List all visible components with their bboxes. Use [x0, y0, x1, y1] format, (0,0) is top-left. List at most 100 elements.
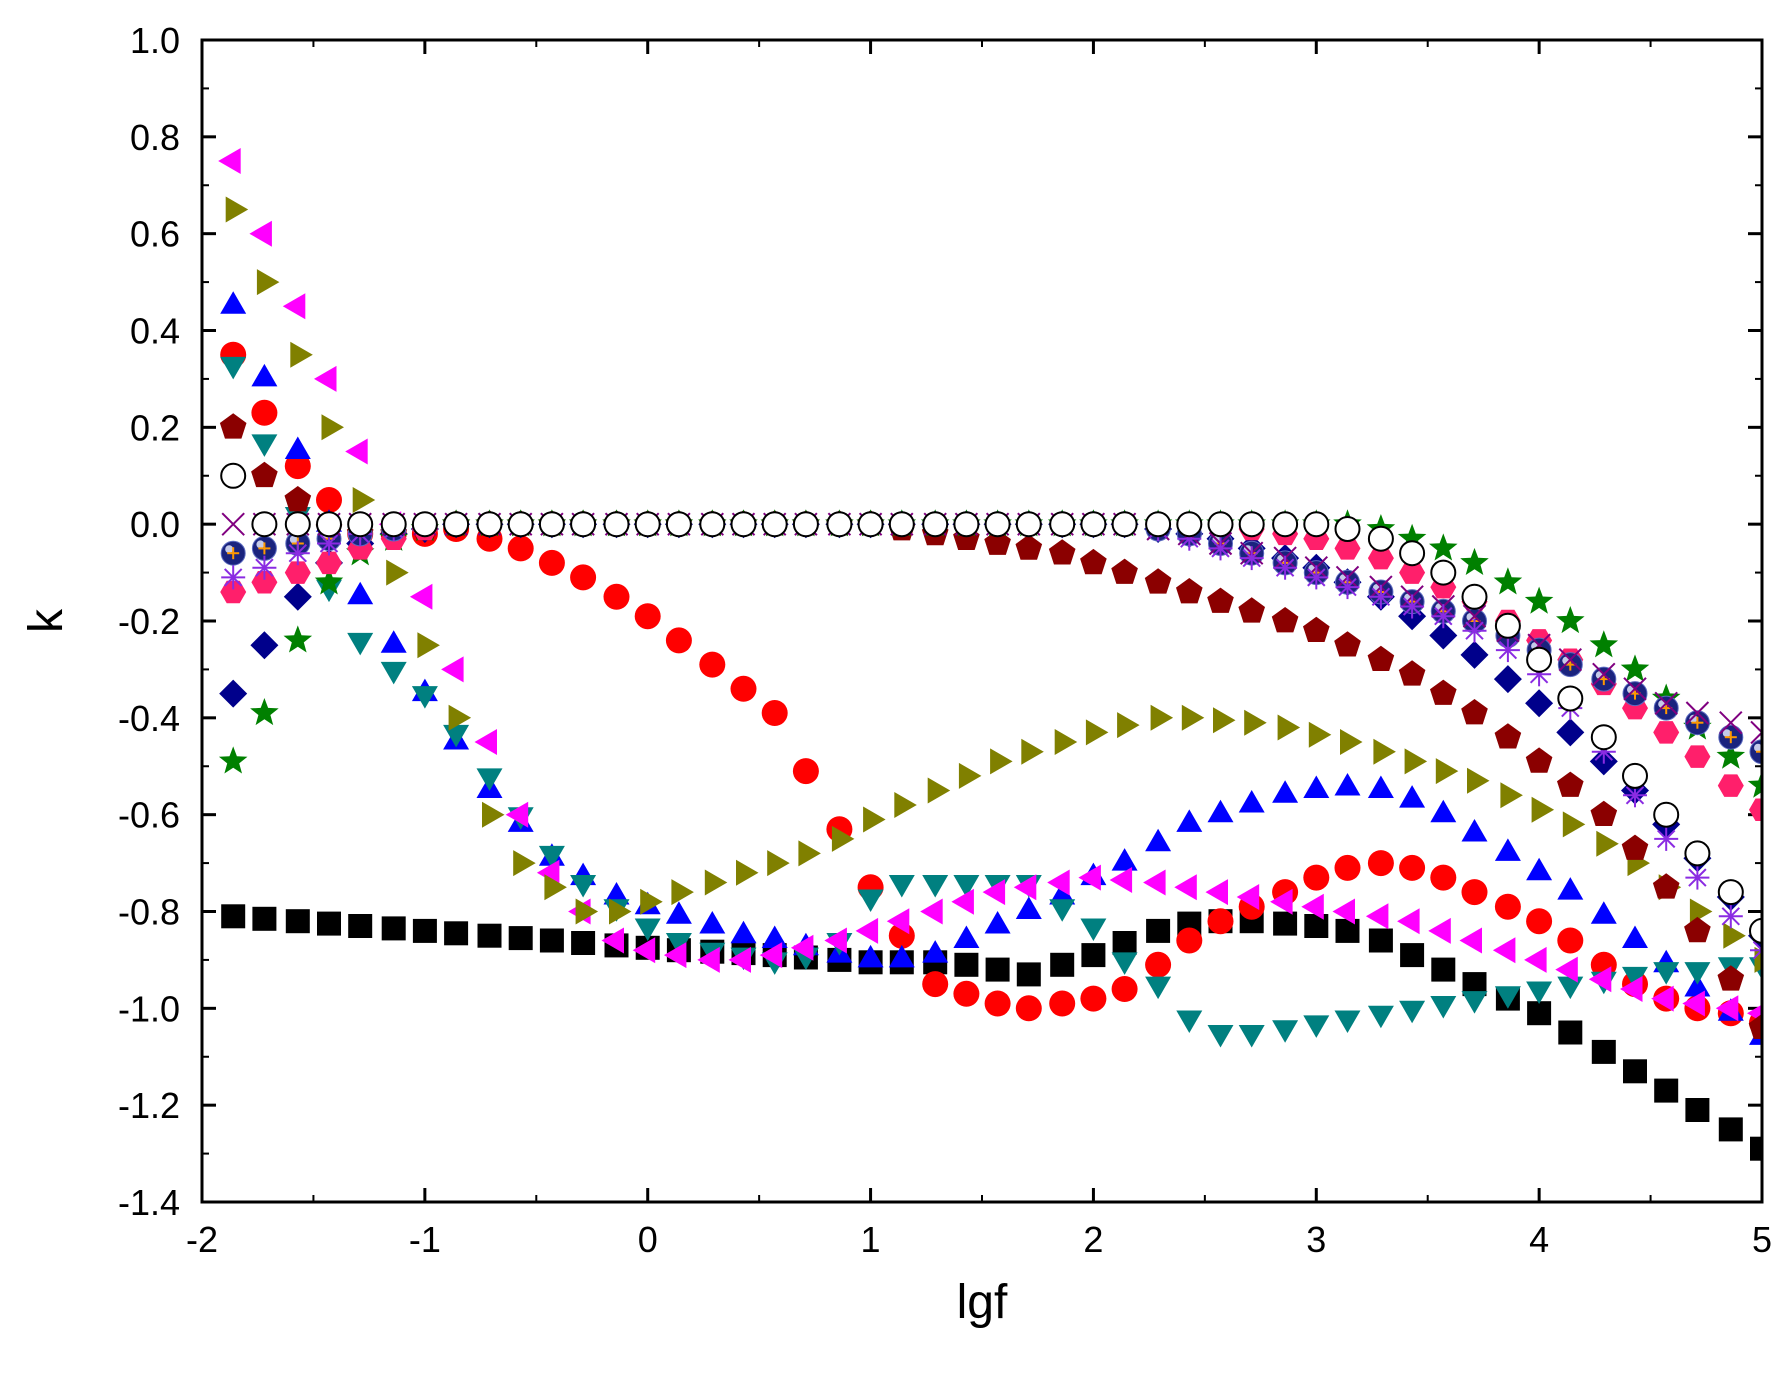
point-triangle-right [894, 792, 917, 818]
point-triangle-up [699, 911, 726, 934]
point-sphere [1591, 666, 1617, 692]
point-square [985, 957, 1010, 982]
x-tick-label: -1 [409, 1219, 441, 1260]
point-circle [922, 971, 949, 998]
point-pentagon [1748, 1013, 1762, 1040]
point-cross [1685, 701, 1710, 725]
point-open-circle [251, 511, 278, 538]
point-triangle-down [316, 579, 342, 603]
point-star [1460, 547, 1489, 576]
point-triangle-right [1213, 707, 1236, 734]
point-circle [1557, 927, 1584, 954]
point-pentagon [1334, 631, 1361, 657]
point-open-circle [380, 511, 407, 538]
point-triangle-left [697, 946, 720, 973]
point-triangle-right [544, 874, 567, 901]
point-pentagon [1556, 771, 1584, 797]
point-circle [570, 564, 597, 591]
point-triangle-up [1367, 775, 1394, 798]
x-tick-label: 3 [1306, 1219, 1326, 1260]
point-triangle-left [1524, 946, 1547, 973]
point-triangle-right [767, 850, 790, 877]
point-triangle-down [1207, 1025, 1234, 1048]
point-triangle-right [1308, 721, 1332, 748]
point-square [1685, 1098, 1710, 1122]
point-asterisk [1718, 904, 1743, 929]
y-tick-label: -1.0 [118, 988, 180, 1029]
point-open-circle [476, 511, 503, 538]
point-open-circle [1622, 762, 1648, 789]
point-triangle-down [411, 686, 438, 709]
point-triangle-left [1555, 956, 1578, 983]
point-triangle-right [798, 840, 821, 867]
point-pentagon [1398, 660, 1426, 686]
point-triangle-up [1111, 848, 1138, 871]
point-circle [1145, 951, 1172, 978]
point-asterisk [1239, 546, 1264, 571]
point-triangle-left [218, 148, 241, 174]
point-triangle-down [1049, 899, 1076, 922]
point-triangle-up [380, 630, 407, 653]
point-pentagon [984, 529, 1011, 555]
point-asterisk [1462, 618, 1487, 643]
point-diamond [1556, 718, 1585, 747]
point-sphere [220, 540, 246, 566]
point-triangle-right [386, 559, 409, 586]
y-tick-label: -0.4 [118, 698, 180, 739]
point-open-circle [953, 511, 980, 538]
point-circle [1080, 985, 1107, 1012]
point-circle [1303, 864, 1330, 891]
point-star [1524, 586, 1554, 614]
point-triangle-right [1340, 729, 1363, 755]
point-open-circle [1684, 840, 1711, 867]
point-triangle-left [314, 365, 337, 392]
y-tick-label: 0.8 [130, 117, 180, 158]
point-triangle-up [220, 291, 247, 314]
point-pentagon [1429, 679, 1457, 705]
point-triangle-right [256, 269, 280, 296]
point-triangle-left [601, 927, 624, 954]
point-square [1654, 1078, 1679, 1103]
point-hexagon [1653, 721, 1680, 744]
point-triangle-left [663, 942, 687, 969]
point-square [221, 904, 246, 929]
point-triangle-left [1236, 884, 1260, 910]
point-cross [1750, 720, 1762, 745]
point-circle [953, 980, 980, 1007]
point-square [477, 923, 502, 948]
point-open-circle [347, 511, 374, 538]
point-triangle-right [321, 414, 344, 441]
point-triangle-left [474, 729, 497, 755]
point-circle [1494, 893, 1521, 920]
y-tick-label: -0.2 [118, 601, 180, 642]
point-triangle-right [482, 801, 505, 828]
point-sphere [1653, 695, 1679, 721]
point-asterisk [1273, 555, 1298, 580]
point-circle [1111, 976, 1138, 1002]
point-pentagon [1015, 534, 1043, 560]
point-circle [538, 549, 565, 576]
point-triangle-left [1715, 995, 1739, 1022]
point-circle [1207, 908, 1234, 935]
x-tick-label: 0 [638, 1219, 658, 1260]
point-triangle-up [1176, 809, 1203, 832]
point-open-circle [1526, 646, 1553, 673]
point-square [1431, 957, 1456, 982]
point-square [285, 909, 310, 934]
point-triangle-down [1145, 976, 1172, 1000]
point-circle [761, 700, 788, 726]
point-triangle-left [632, 937, 656, 964]
point-triangle-left [982, 879, 1006, 906]
point-sphere [1749, 739, 1762, 765]
point-square [1368, 928, 1393, 953]
point-square [348, 914, 373, 938]
point-open-circle [1430, 559, 1457, 586]
point-triangle-up [1622, 925, 1648, 948]
point-asterisk [317, 531, 341, 556]
point-triangle-right [1723, 922, 1746, 949]
point-hexagon [251, 571, 278, 594]
point-triangle-up [1461, 819, 1488, 842]
y-tick-label: -1.2 [118, 1085, 180, 1126]
point-triangle-left [1301, 893, 1324, 920]
point-circle [984, 990, 1011, 1017]
